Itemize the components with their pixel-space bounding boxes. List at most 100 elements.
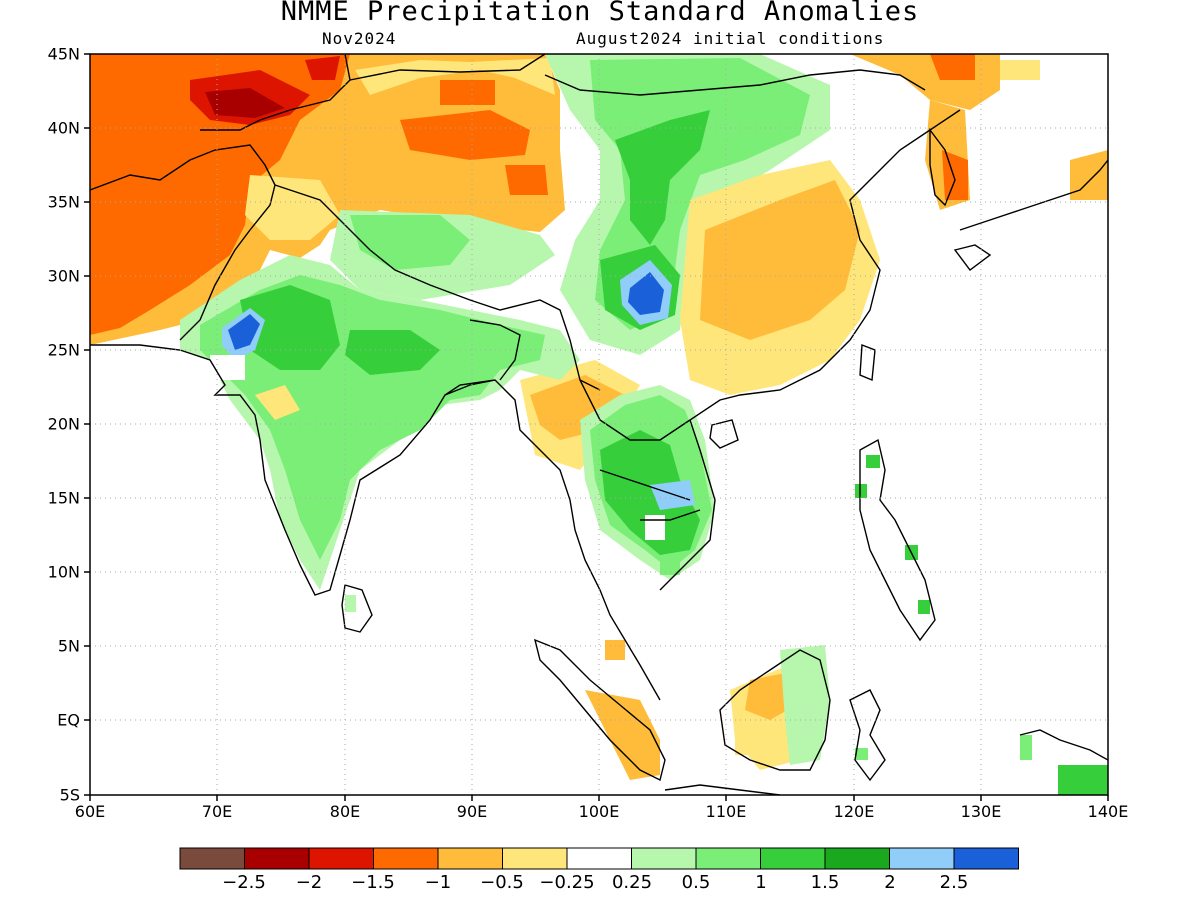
coastline	[859, 344, 876, 382]
anomaly-region	[735, 728, 762, 755]
anomaly-fill-layer	[90, 54, 1108, 795]
colorbar-label: −1.5	[351, 872, 395, 893]
anomaly-region	[650, 480, 695, 510]
anomaly-region	[605, 640, 625, 660]
map-title: NMME Precipitation Standard Anomalies	[280, 0, 920, 27]
coastline	[959, 159, 1108, 231]
coastline	[533, 638, 666, 782]
colorbar	[179, 847, 1019, 870]
colorbar-swatch	[308, 847, 374, 870]
colorbar-label: −1	[424, 872, 452, 893]
anomaly-region	[245, 175, 340, 240]
country-border	[349, 54, 546, 81]
initial-conditions-label: August2024 initial conditions	[576, 29, 885, 48]
colorbar-swatch	[244, 847, 310, 870]
coastline	[849, 689, 886, 782]
lat-label: 5N	[57, 636, 80, 656]
coastline	[341, 584, 373, 633]
anomaly-region	[90, 54, 350, 335]
country-border	[274, 184, 601, 391]
anomaly-region	[585, 690, 660, 780]
colorbar-swatch	[889, 847, 955, 870]
anomaly-region	[355, 58, 555, 95]
forecast-month-label: Nov2024	[322, 29, 397, 48]
anomaly-region	[345, 330, 440, 375]
anomaly-region	[866, 455, 880, 468]
lon-label: 60E	[74, 802, 106, 821]
anomaly-region	[780, 645, 830, 765]
country-border	[90, 144, 276, 341]
lat-label: 15N	[47, 488, 80, 508]
colorbar-swatch	[373, 847, 439, 870]
country-border	[599, 469, 691, 501]
anomaly-region	[440, 80, 495, 105]
coastline	[1019, 729, 1108, 761]
anomaly-region	[255, 385, 300, 420]
anomaly-region	[1020, 735, 1032, 760]
lat-label: 25N	[47, 340, 80, 360]
colorbar-label: 2.5	[939, 872, 969, 893]
country-border	[544, 69, 926, 96]
lat-label: 20N	[47, 414, 80, 434]
coastline-layer	[90, 54, 1108, 795]
anomaly-region	[855, 484, 867, 498]
coastline	[444, 379, 496, 396]
lat-label: 30N	[47, 266, 80, 286]
colorbar-label: 1.5	[810, 872, 840, 893]
colorbar-label: 1	[755, 872, 767, 893]
coastline	[709, 419, 739, 449]
lon-label: 80E	[329, 802, 361, 821]
colorbar-swatch	[631, 847, 697, 870]
coastline	[859, 438, 936, 642]
coastline	[929, 127, 956, 207]
anomaly-region	[850, 54, 1000, 110]
anomaly-region	[615, 110, 710, 245]
anomaly-region	[628, 272, 664, 315]
anomaly-region	[1000, 60, 1040, 80]
lon-label: 140E	[1087, 802, 1129, 821]
anomaly-region	[240, 285, 340, 370]
lat-label: EQ	[57, 710, 80, 730]
colorbar-label: 2	[884, 872, 896, 893]
anomaly-region	[350, 215, 470, 270]
coastline	[664, 784, 781, 795]
anomaly-region	[645, 515, 665, 540]
anomaly-region	[345, 595, 356, 612]
colorbar-swatch	[953, 847, 1019, 870]
colorbar-swatch	[502, 847, 568, 870]
axis-ticks	[84, 53, 1109, 801]
anomaly-region	[918, 600, 930, 614]
lat-label: 35N	[47, 192, 80, 212]
anomaly-region	[1058, 765, 1108, 795]
graticule	[90, 54, 1108, 795]
country-border	[640, 509, 701, 521]
coastline	[90, 344, 536, 596]
lon-label: 90E	[456, 802, 488, 821]
country-border	[469, 319, 521, 381]
coastline	[719, 649, 831, 771]
anomaly-region	[205, 88, 285, 118]
colorbar-label: 0.5	[681, 872, 711, 893]
coastline	[659, 109, 961, 591]
colorbar-label: −2.5	[222, 872, 266, 893]
anomaly-region	[505, 165, 548, 195]
country-border	[579, 379, 691, 441]
lon-label: 100E	[578, 802, 620, 821]
lon-label: 70E	[201, 802, 233, 821]
colorbar-swatch	[824, 847, 890, 870]
anomaly-region	[305, 56, 340, 80]
anomaly-region	[855, 748, 868, 760]
colorbar-swatch	[179, 847, 245, 870]
colorbar-label: −0.5	[480, 872, 524, 893]
colorbar-label: 0.25	[611, 872, 653, 893]
coastline	[534, 444, 661, 701]
anomaly-region	[930, 54, 975, 80]
lon-label: 120E	[833, 802, 875, 821]
anomaly-region	[400, 110, 530, 160]
lon-label: 130E	[960, 802, 1002, 821]
lat-label: 40N	[47, 118, 80, 138]
colorbar-label: −2	[295, 872, 323, 893]
lat-label: 45N	[47, 44, 80, 64]
anomaly-region	[660, 560, 680, 575]
